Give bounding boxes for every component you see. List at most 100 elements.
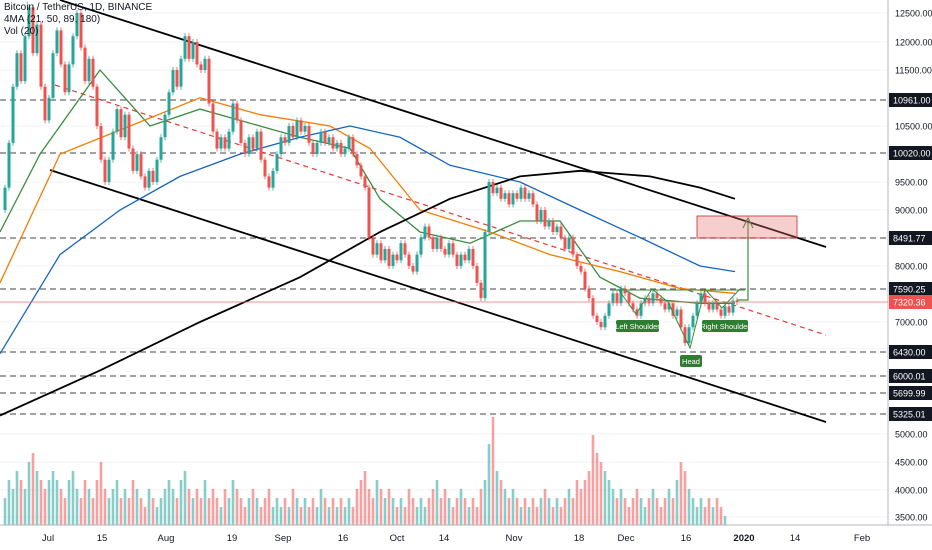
candle	[415, 254, 419, 272]
candle	[263, 159, 267, 177]
head-text: Head	[682, 357, 700, 366]
x-tick-label: Nov	[506, 533, 523, 544]
volume-bar	[579, 489, 583, 525]
candle	[571, 237, 575, 255]
volume-bar	[415, 507, 419, 525]
candle	[391, 254, 395, 266]
volume-bar	[587, 471, 591, 525]
candle	[679, 309, 683, 328]
volume-bar	[639, 498, 643, 525]
volume-bar	[351, 507, 355, 525]
volume-bar	[155, 507, 159, 525]
volume-bar	[115, 480, 119, 525]
volume-bar	[239, 498, 243, 525]
candle	[279, 137, 283, 155]
candle	[27, 7, 31, 37]
candle	[327, 137, 331, 143]
candle	[23, 36, 27, 82]
candle	[559, 226, 563, 238]
price-label: 5325.01	[893, 410, 926, 420]
candle	[727, 306, 731, 313]
volume-bar	[687, 489, 691, 525]
volume-bars	[3, 417, 727, 525]
volume-bar	[283, 498, 287, 525]
y-tick-label: 7000.00	[895, 318, 928, 328]
candle	[115, 109, 119, 132]
candle	[735, 300, 739, 303]
candle	[363, 176, 367, 188]
candle	[199, 64, 203, 70]
left-shoulder-text: Left Shoulder	[615, 322, 660, 331]
volume-bar	[471, 498, 475, 525]
candle	[575, 254, 579, 266]
y-tick-label: 8000.00	[895, 262, 928, 272]
volume-bar	[75, 489, 79, 525]
volume-bar	[491, 417, 495, 525]
volume-bar	[339, 498, 343, 525]
candle	[103, 159, 107, 182]
candle	[583, 271, 587, 289]
volume-bar	[671, 498, 675, 525]
volume-bar	[27, 462, 31, 525]
candle	[479, 282, 483, 299]
price-label-box	[889, 93, 932, 107]
candle	[379, 243, 383, 261]
volume-bar	[319, 489, 323, 525]
candle	[35, 24, 39, 54]
candle	[203, 58, 207, 70]
volume-bar	[431, 489, 435, 525]
candle	[331, 137, 335, 149]
candle	[335, 142, 339, 149]
candle	[311, 142, 315, 155]
volume-bar	[611, 489, 615, 525]
candle	[183, 36, 187, 59]
candle	[499, 187, 503, 199]
volume-bar	[595, 453, 599, 525]
volume-bar	[47, 480, 51, 525]
candle	[243, 142, 247, 155]
volume-bar	[555, 498, 559, 525]
candle	[11, 86, 15, 143]
candle	[695, 303, 699, 316]
y-tick-label: 4500.00	[895, 458, 928, 468]
volume-bar	[99, 462, 103, 525]
candle	[431, 237, 435, 249]
ma-180-line	[0, 169, 736, 417]
volume-bar	[679, 462, 683, 525]
candle	[551, 221, 555, 233]
volume-bar	[63, 498, 67, 525]
candle	[303, 126, 307, 132]
y-tick-label: 4000.00	[895, 486, 928, 496]
candle	[283, 137, 287, 143]
volume-bar	[275, 498, 279, 525]
channel-lower-line	[49, 169, 827, 423]
volume-bar	[675, 480, 679, 525]
volume-bar	[531, 498, 535, 525]
y-tick-label: 11500.00	[895, 66, 932, 76]
volume-bar	[383, 498, 387, 525]
volume-bar	[191, 498, 195, 525]
volume-bar	[359, 480, 363, 525]
volume-bar	[307, 507, 311, 525]
volume-bar	[363, 471, 367, 525]
volume-bar	[87, 489, 91, 525]
candle	[471, 248, 475, 266]
volume-bar	[483, 480, 487, 525]
volume-bar	[559, 507, 563, 525]
volume-bar	[603, 471, 607, 525]
candle	[207, 58, 211, 104]
candle	[143, 176, 147, 188]
volume-bar	[711, 507, 715, 525]
volume-bar	[151, 498, 155, 525]
candle	[51, 53, 55, 98]
volume-bar	[475, 507, 479, 525]
volume-bar	[699, 498, 703, 525]
candle	[703, 293, 707, 304]
x-tick-label: Jul	[42, 533, 54, 544]
candle	[411, 266, 415, 272]
candle	[607, 303, 611, 316]
volume-bar	[655, 498, 659, 525]
volume-bar	[171, 489, 175, 525]
volume-bar	[103, 489, 107, 525]
volume-bar	[11, 489, 15, 525]
